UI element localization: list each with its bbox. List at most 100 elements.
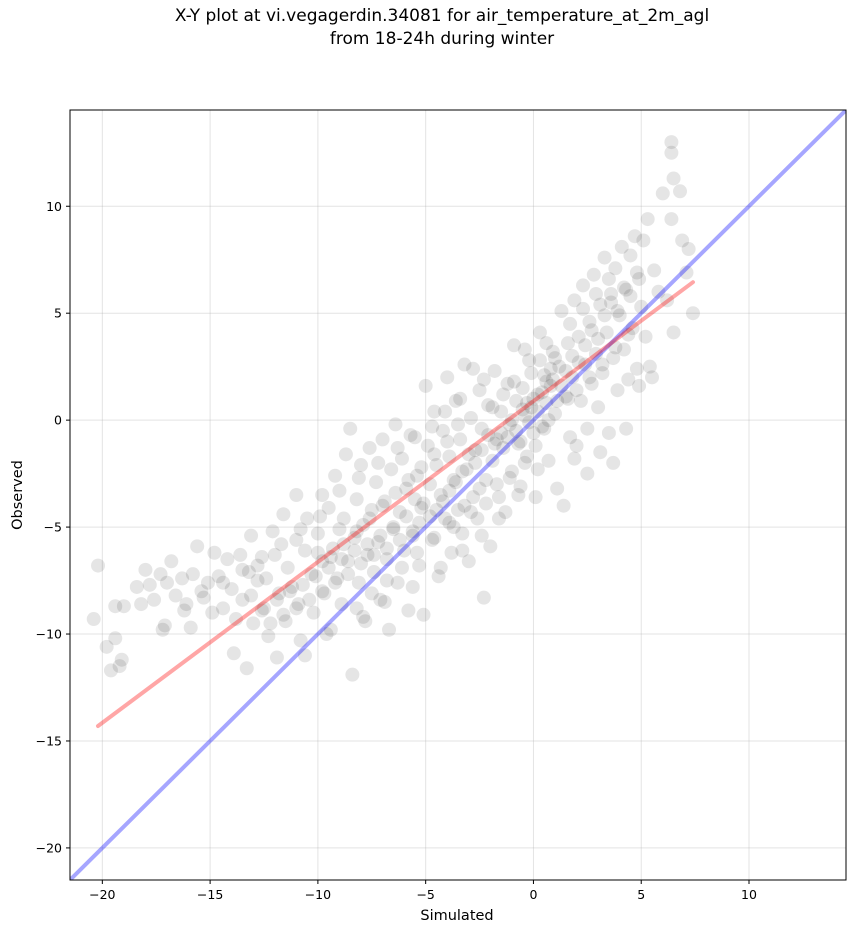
scatter-point (621, 372, 636, 387)
scatter-point (606, 351, 621, 366)
scatter-point (517, 408, 532, 423)
scatter-point (379, 541, 394, 556)
scatter-point (138, 562, 153, 577)
scatter-point (164, 554, 179, 569)
scatter-point (190, 539, 205, 554)
scatter-point (425, 532, 440, 547)
scatter-point (399, 509, 414, 524)
scatter-point (112, 659, 127, 674)
scatter-point (660, 293, 675, 308)
scatter-point (244, 528, 259, 543)
scatter-point (485, 453, 500, 468)
scatter-point (349, 601, 364, 616)
scatter-point (591, 331, 606, 346)
scatter-point (351, 470, 366, 485)
scatter-point (647, 263, 662, 278)
scatter-point (390, 575, 405, 590)
scatter-point (239, 661, 254, 676)
scatter-point (401, 603, 416, 618)
scatter-point (250, 573, 265, 588)
scatter-point (407, 492, 422, 507)
scatter-point (175, 571, 190, 586)
scatter-point (183, 620, 198, 635)
scatter-point (334, 552, 349, 567)
scatter-point (280, 560, 295, 575)
scatter-point (261, 629, 276, 644)
scatter-point (310, 526, 325, 541)
scatter-point (397, 543, 412, 558)
scatter-point (369, 475, 384, 490)
scatter-point (446, 520, 461, 535)
scatter-point (550, 393, 565, 408)
scatter-point (360, 537, 375, 552)
scatter-point (524, 366, 539, 381)
grid-lines (70, 110, 846, 880)
scatter-point (530, 462, 545, 477)
scatter-point (414, 500, 429, 515)
scatter-point (321, 500, 336, 515)
scatter-point (496, 387, 511, 402)
scatter-point (134, 597, 149, 612)
x-axis-ticks: −20 −15 −10 −5 0 5 10 (89, 880, 757, 902)
scatter-point (336, 537, 351, 552)
scatter-point (250, 558, 265, 573)
scatter-point (103, 663, 118, 678)
scatter-point (440, 434, 455, 449)
y-tick-label: 5 (54, 306, 62, 321)
scatter-point (608, 261, 623, 276)
scatter-point (582, 314, 597, 329)
scatter-point (502, 417, 517, 432)
scatter-point (515, 381, 530, 396)
scatter-point (530, 404, 545, 419)
y-axis-ticks: −20 −15 −10 −5 0 5 10 (36, 199, 70, 855)
chart-title-line-2: from 18-24h during winter (329, 29, 555, 49)
scatter-point (269, 592, 284, 607)
x-tick-label: 10 (741, 887, 757, 902)
scatter-point (147, 592, 162, 607)
scatter-point (444, 545, 459, 560)
scatter-point (616, 280, 631, 295)
scatter-point (302, 592, 317, 607)
scatter-point (319, 627, 334, 642)
scatter-point (474, 528, 489, 543)
scatter-point (366, 565, 381, 579)
scatter-point (116, 599, 131, 614)
scatter-point (377, 594, 392, 609)
scatter-point (591, 400, 606, 415)
scatter-point (524, 400, 539, 415)
scatter-point (330, 571, 345, 586)
scatter-point (371, 535, 386, 550)
scatter-point (556, 498, 571, 513)
scatter-point (453, 432, 468, 447)
scatter-point (433, 488, 448, 502)
scatter-point (257, 601, 271, 616)
scatter-point (235, 562, 250, 577)
scatter-point (364, 502, 379, 517)
scatter-point (632, 378, 647, 393)
scatter-point (511, 488, 526, 502)
scatter-point (386, 522, 401, 537)
scatter-point (289, 488, 304, 502)
scatter-point (354, 458, 368, 473)
scatter-point (606, 455, 621, 470)
scatter-point (578, 357, 593, 372)
scatter-point (601, 425, 616, 440)
scatter-point (293, 633, 308, 648)
scatter-point (565, 348, 580, 363)
scatter-point (310, 545, 325, 560)
scatter-point (548, 406, 562, 421)
y-tick-label: 0 (54, 413, 62, 428)
scatter-point (565, 370, 580, 385)
scatter-point (573, 393, 588, 408)
scatter-point (476, 590, 491, 605)
scatter-point (226, 646, 241, 661)
scatter-point (291, 597, 306, 612)
scatter-point (371, 455, 386, 470)
scatter-point (494, 404, 509, 419)
scatter-point (567, 293, 582, 308)
scatter-point (259, 571, 274, 586)
scatter-point (185, 567, 200, 582)
scatter-point (328, 575, 343, 590)
scatter-point (461, 554, 476, 569)
scatter-point (664, 145, 679, 160)
